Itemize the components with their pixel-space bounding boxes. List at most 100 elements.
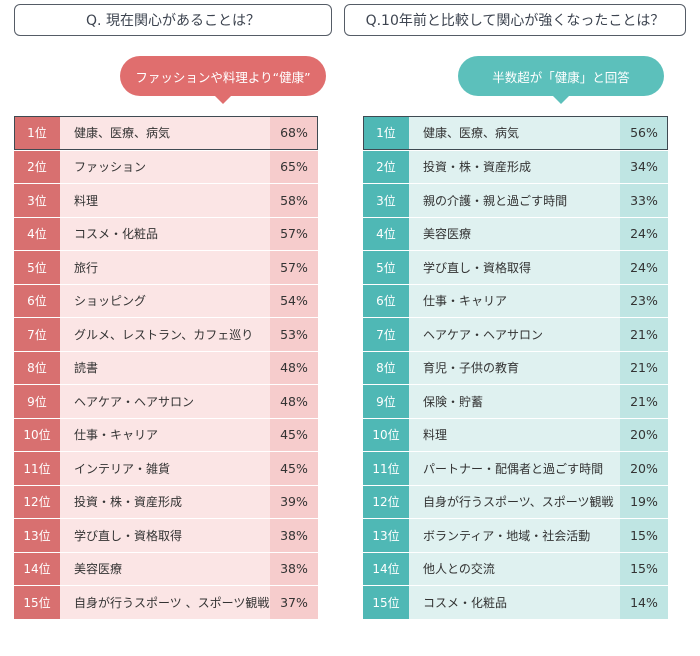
left-item-label: 美容医療 (60, 551, 270, 585)
right-item-label: 投資・株・資産形成 (409, 149, 620, 183)
left-percent-value: 58% (270, 183, 318, 217)
left-percent-value: 65% (270, 149, 318, 183)
right-table-row: 7位 ヘアケア・ヘアサロン 21% (363, 317, 668, 351)
left-item-label: 旅行 (60, 250, 270, 284)
left-rank-label: 3位 (14, 183, 60, 217)
left-table-row: 4位 コスメ・化粧品 57% (14, 216, 318, 250)
left-rank-label: 4位 (14, 216, 60, 250)
right-table-row: 9位 保険・貯蓄 21% (363, 384, 668, 418)
left-item-label: 投資・株・資産形成 (60, 484, 270, 518)
left-ranking-table: 1位 健康、医療、病気 68% 2位 ファッション 65% 3位 料理 58% 4位 コスメ・化粧品… (14, 116, 318, 619)
left-rank-label: 14位 (14, 551, 60, 585)
left-rank-label: 5位 (14, 250, 60, 284)
right-percent-value: 19% (620, 484, 668, 518)
left-callout-text: ファッションや料理より“健康” (135, 69, 311, 85)
right-rank-label: 8位 (363, 350, 409, 384)
left-rank-label: 11位 (14, 451, 60, 485)
left-table-row: 1位 健康、医療、病気 68% (14, 116, 318, 150)
left-rank-label: 12位 (14, 484, 60, 518)
left-rank-label: 2位 (14, 149, 60, 183)
left-table-row: 6位 ショッピング 54% (14, 283, 318, 317)
right-percent-value: 34% (620, 149, 668, 183)
left-table-row: 2位 ファッション 65% (14, 149, 318, 183)
right-rank-label: 1位 (363, 116, 409, 150)
right-table-row: 4位 美容医療 24% (363, 216, 668, 250)
left-table-row: 11位 インテリア・雑貨 45% (14, 451, 318, 485)
right-percent-value: 14% (620, 585, 668, 619)
left-table-row: 5位 旅行 57% (14, 250, 318, 284)
left-percent-value: 54% (270, 283, 318, 317)
right-rank-label: 5位 (363, 250, 409, 284)
left-percent-value: 37% (270, 585, 318, 619)
left-item-label: 健康、医療、病気 (60, 116, 270, 150)
right-rank-label: 7位 (363, 317, 409, 351)
left-rank-label: 15位 (14, 585, 60, 619)
left-callout-tail (215, 96, 231, 104)
right-rank-label: 9位 (363, 384, 409, 418)
left-item-label: 学び直し・資格取得 (60, 518, 270, 552)
right-table-row: 3位 親の介護・親と過ごす時間 33% (363, 183, 668, 217)
right-percent-value: 21% (620, 384, 668, 418)
right-rank-label: 3位 (363, 183, 409, 217)
left-callout-bubble: ファッションや料理より“健康” (120, 56, 326, 104)
left-table-row: 8位 読書 48% (14, 350, 318, 384)
right-rank-label: 15位 (363, 585, 409, 619)
left-percent-value: 57% (270, 216, 318, 250)
right-rank-label: 13位 (363, 518, 409, 552)
right-percent-value: 21% (620, 317, 668, 351)
left-table-row: 7位 グルメ、レストラン、カフェ巡り 53% (14, 317, 318, 351)
right-callout-text: 半数超が「健康」と回答 (492, 69, 630, 85)
left-rank-label: 1位 (14, 116, 60, 150)
right-item-label: パートナー・配偶者と過ごす時間 (409, 451, 620, 485)
left-percent-value: 68% (270, 116, 318, 150)
left-rank-label: 10位 (14, 417, 60, 451)
left-rank-label: 8位 (14, 350, 60, 384)
left-item-label: ヘアケア・ヘアサロン (60, 384, 270, 418)
left-table-row: 12位 投資・株・資産形成 39% (14, 484, 318, 518)
right-table-row: 8位 育児・子供の教育 21% (363, 350, 668, 384)
right-percent-value: 15% (620, 551, 668, 585)
left-top-row-highlight (14, 116, 318, 150)
left-table-row: 14位 美容医療 38% (14, 551, 318, 585)
left-table-row: 9位 ヘアケア・ヘアサロン 48% (14, 384, 318, 418)
right-table-row: 12位 自身が行うスポーツ、スポーツ観戦 19% (363, 484, 668, 518)
right-rank-label: 2位 (363, 149, 409, 183)
right-item-label: 美容医療 (409, 216, 620, 250)
right-callout-bubble: 半数超が「健康」と回答 (458, 56, 664, 104)
right-percent-value: 33% (620, 183, 668, 217)
left-percent-value: 53% (270, 317, 318, 351)
right-item-label: 料理 (409, 417, 620, 451)
right-table-row: 10位 料理 20% (363, 417, 668, 451)
right-percent-value: 20% (620, 417, 668, 451)
left-percent-value: 57% (270, 250, 318, 284)
left-item-label: 仕事・キャリア (60, 417, 270, 451)
left-percent-value: 38% (270, 518, 318, 552)
right-table-row: 1位 健康、医療、病気 56% (363, 116, 668, 150)
right-percent-value: 56% (620, 116, 668, 150)
right-table-row: 14位 他人との交流 15% (363, 551, 668, 585)
left-percent-value: 48% (270, 384, 318, 418)
right-item-label: 親の介護・親と過ごす時間 (409, 183, 620, 217)
right-ranking-table: 1位 健康、医療、病気 56% 2位 投資・株・資産形成 34% 3位 親の介護・親と過ごす時… (363, 116, 668, 619)
left-item-label: 読書 (60, 350, 270, 384)
right-percent-value: 21% (620, 350, 668, 384)
left-item-label: ショッピング (60, 283, 270, 317)
right-item-label: 健康、医療、病気 (409, 116, 620, 150)
left-item-label: 自身が行うスポーツ 、スポーツ観戦 (60, 585, 270, 619)
left-rank-label: 6位 (14, 283, 60, 317)
right-item-label: コスメ・化粧品 (409, 585, 620, 619)
right-item-label: 他人との交流 (409, 551, 620, 585)
right-rank-label: 12位 (363, 484, 409, 518)
left-percent-value: 38% (270, 551, 318, 585)
right-item-label: ヘアケア・ヘアサロン (409, 317, 620, 351)
left-rank-label: 9位 (14, 384, 60, 418)
right-rank-label: 14位 (363, 551, 409, 585)
left-rank-label: 13位 (14, 518, 60, 552)
left-percent-value: 39% (270, 484, 318, 518)
right-table-row: 13位 ボランティア・地域・社会活動 15% (363, 518, 668, 552)
right-rank-label: 11位 (363, 451, 409, 485)
right-table-row: 6位 仕事・キャリア 23% (363, 283, 668, 317)
right-rank-label: 4位 (363, 216, 409, 250)
left-percent-value: 45% (270, 417, 318, 451)
right-item-label: 育児・子供の教育 (409, 350, 620, 384)
